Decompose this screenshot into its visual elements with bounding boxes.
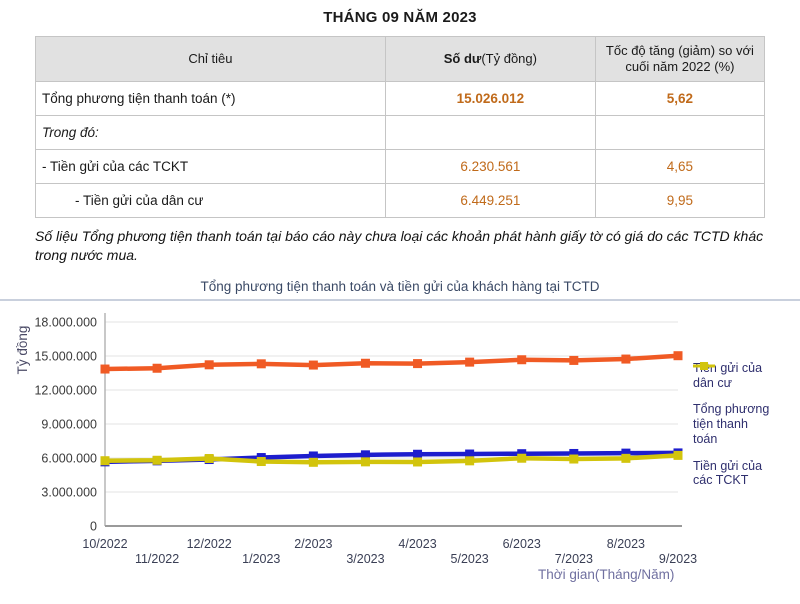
row-value-balance: 15.026.012 (384, 81, 596, 116)
chart-canvas: 0 3.000.000 6.000.000 9.000.000 12.000.000 15… (15, 312, 697, 566)
table-header-row: Chỉ tiêu Số dư(Tỷ đồng) Tốc độ tăng (giả… (35, 36, 766, 82)
row-value-growth (594, 115, 766, 150)
svg-text:6.000.000: 6.000.000 (41, 451, 97, 465)
svg-text:7/2023: 7/2023 (555, 552, 593, 566)
table-row: Trong đó: (35, 115, 766, 150)
row-value-balance (384, 115, 596, 150)
svg-text:12.000.000: 12.000.000 (34, 383, 97, 397)
legend-item-tckt: Tiền gửi của các TCKT (693, 361, 793, 489)
column-header-balance-title: Số dư (443, 50, 482, 66)
legend-item-tong-phuong-tien: Tổng phương tiện thanh toán (693, 361, 793, 446)
svg-text:10/2022: 10/2022 (82, 537, 127, 551)
page-title: THÁNG 09 NĂM 2023 (323, 9, 477, 26)
row-value-balance: 6.449.251 (384, 183, 596, 218)
svg-text:3/2023: 3/2023 (346, 552, 384, 566)
column-header-indicator: Chỉ tiêu (35, 36, 386, 82)
chart-divider (0, 298, 800, 301)
chart-title: Tổng phương tiện thanh toán và tiền gửi … (200, 278, 600, 294)
summary-table: Chỉ tiêu Số dư(Tỷ đồng) Tốc độ tăng (giả… (35, 36, 766, 218)
line-chart: 0 3.000.000 6.000.000 9.000.000 12.000.000 15… (0, 301, 800, 600)
row-value-growth: 9,95 (594, 183, 766, 218)
legend-label: Tổng phương tiện thanh toán (693, 402, 770, 446)
column-header-balance-unit: (Tỷ đồng) (481, 50, 537, 66)
svg-text:9.000.000: 9.000.000 (41, 417, 97, 431)
svg-text:0: 0 (90, 519, 97, 533)
table-row: Tổng phương tiện thanh toán (*) 15.026.0… (35, 81, 766, 116)
svg-text:11/2022: 11/2022 (135, 552, 179, 566)
svg-text:1/2023: 1/2023 (242, 552, 280, 566)
svg-text:15.000.000: 15.000.000 (34, 349, 97, 363)
svg-text:18.000.000: 18.000.000 (34, 315, 97, 329)
row-label-deposits-residents: - Tiền gửi của dân cư (35, 183, 386, 218)
svg-text:Tỷ đồng: Tỷ đồng (15, 325, 30, 374)
legend-label: Tiền gửi của các TCKT (693, 458, 763, 488)
x-axis-caption: Thời gian(Tháng/Năm) (538, 566, 675, 582)
footnote-text: Số liệu Tổng phương tiện thanh toán tại … (35, 228, 764, 263)
row-label-of-which: Trong đó: (35, 115, 386, 150)
svg-text:12/2022: 12/2022 (187, 537, 232, 551)
legend-marker-icon (693, 361, 715, 370)
table-row: - Tiền gửi của các TCKT 6.230.561 4,65 (35, 149, 766, 184)
svg-text:3.000.000: 3.000.000 (41, 485, 97, 499)
svg-text:6/2023: 6/2023 (503, 537, 541, 551)
row-label-total-means-of-payment: Tổng phương tiện thanh toán (*) (35, 81, 386, 116)
svg-text:2/2023: 2/2023 (294, 537, 332, 551)
row-value-growth: 4,65 (594, 149, 766, 184)
report-page: { "page_title": "THÁNG 09 NĂM 2023", "ta… (0, 9, 800, 604)
table-row: - Tiền gửi của dân cư 6.449.251 9,95 (35, 183, 766, 218)
row-value-balance: 6.230.561 (384, 149, 596, 184)
svg-text:5/2023: 5/2023 (451, 552, 489, 566)
row-label-deposits-tckt: - Tiền gửi của các TCKT (35, 149, 386, 184)
row-value-growth: 5,62 (594, 81, 766, 116)
svg-text:9/2023: 9/2023 (659, 552, 697, 566)
svg-text:4/2023: 4/2023 (398, 537, 436, 551)
chart-legend: Tiền gửi của dân cư Tổng phương tiện tha… (693, 361, 793, 488)
svg-text:8/2023: 8/2023 (607, 537, 645, 551)
column-header-growth: Tốc độ tăng (giảm) so với cuối năm 2022 … (594, 36, 766, 82)
column-header-balance: Số dư(Tỷ đồng) (384, 36, 596, 82)
